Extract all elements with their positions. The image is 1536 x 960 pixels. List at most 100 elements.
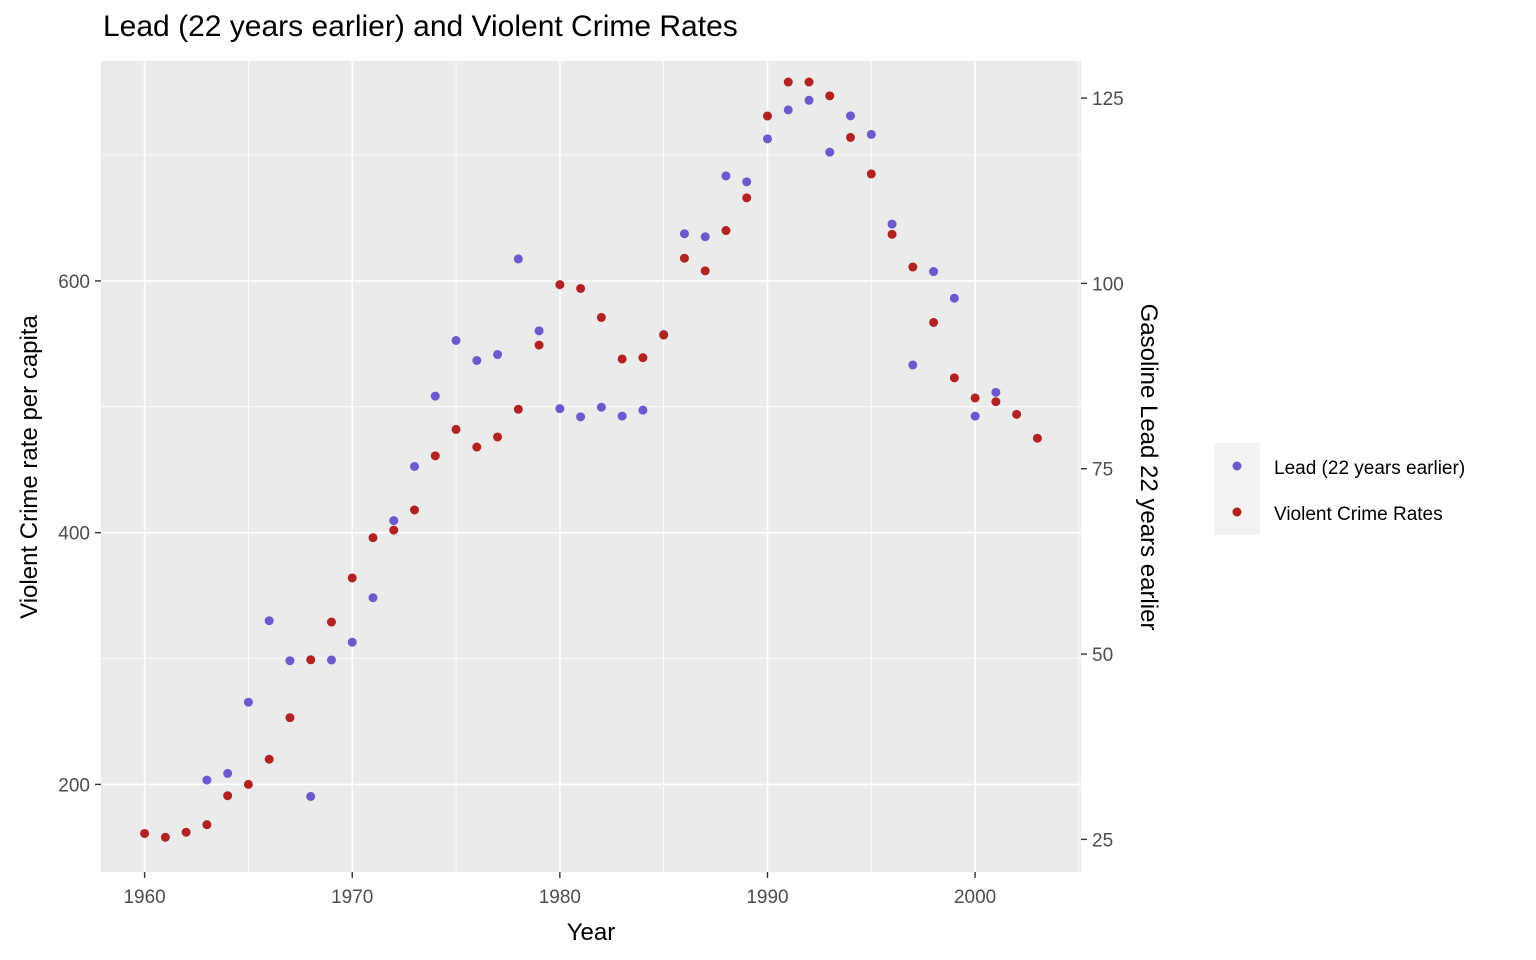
lead-point	[991, 387, 1001, 397]
tick-labels: 1960 1970 1980 1990 2000 200 400 600 25 50 75 100 12…	[58, 89, 1123, 908]
lead-point	[472, 355, 482, 365]
violent-crime-point	[929, 317, 939, 327]
violent-crime-point	[617, 354, 627, 364]
lead-point	[887, 219, 897, 229]
violent-crime-point	[887, 229, 897, 239]
x-tick-label: 1990	[746, 887, 788, 908]
violent-crime-point	[825, 91, 835, 101]
lead-point	[825, 147, 835, 157]
violent-crime-point	[866, 169, 876, 179]
lead-point	[285, 656, 295, 666]
violent-crime-point	[223, 791, 233, 801]
grid-major	[101, 61, 1081, 872]
y2-axis-title: Gasoline Lead 22 years earlier	[1135, 304, 1162, 631]
lead-point	[866, 129, 876, 139]
violent-crime-point	[762, 111, 772, 121]
lead-point	[949, 293, 959, 303]
violent-crime-point	[472, 442, 482, 452]
lead-point	[576, 412, 586, 422]
y-axis-title: Violent Crime rate per capita	[16, 314, 43, 618]
lead-point	[223, 768, 233, 778]
lead-point	[783, 105, 793, 115]
violent-crime-point	[596, 312, 606, 322]
violent-crime-point	[202, 820, 212, 830]
legend-key-lead	[1232, 461, 1242, 471]
plot-panel	[101, 61, 1081, 872]
lead-point	[617, 411, 627, 421]
lead-point	[804, 95, 814, 105]
lead-point	[347, 637, 357, 647]
x-tick-label: 2000	[954, 887, 996, 908]
y2-tick-label: 75	[1092, 460, 1113, 481]
violent-crime-point	[846, 132, 856, 142]
y2-tick-label: 50	[1092, 645, 1113, 666]
lead-point	[638, 405, 648, 415]
violent-crime-point	[410, 505, 420, 515]
violent-crime-point	[347, 573, 357, 583]
violent-crime-point	[742, 193, 752, 203]
violent-crime-point	[493, 432, 503, 442]
lead-point	[970, 411, 980, 421]
lead-point	[430, 391, 440, 401]
lead-point	[306, 791, 316, 801]
legend: Lead (22 years earlier) Violent Crime Ra…	[1214, 443, 1465, 535]
lead-point	[846, 111, 856, 121]
lead-point	[451, 335, 461, 345]
violent-crime-point	[451, 424, 461, 434]
y2-tick-label: 125	[1092, 89, 1124, 110]
violent-crime-point	[534, 340, 544, 350]
lead-point	[202, 775, 212, 785]
violent-crime-point	[264, 754, 274, 764]
lead-point	[493, 350, 503, 360]
violent-crime-point	[555, 280, 565, 290]
violent-crime-point	[430, 451, 440, 461]
lead-point	[264, 616, 274, 626]
violent-crime-point	[804, 77, 814, 87]
lead-point	[679, 229, 689, 239]
data-points	[140, 77, 1042, 842]
lead-point	[243, 697, 253, 707]
x-axis-title: Year	[567, 919, 616, 946]
violent-crime-point	[576, 283, 586, 293]
y-tick-label: 600	[58, 272, 90, 293]
lead-point	[908, 360, 918, 370]
violent-crime-point	[140, 828, 150, 838]
violent-crime-point	[970, 393, 980, 403]
violent-crime-point	[783, 77, 793, 87]
lead-point	[762, 134, 772, 144]
violent-crime-point	[243, 779, 253, 789]
lead-point	[326, 655, 336, 665]
lead-point	[929, 267, 939, 277]
lead-point	[513, 254, 523, 264]
grid-minor	[101, 61, 1081, 872]
violent-crime-point	[326, 617, 336, 627]
legend-label-violent-crime: Violent Crime Rates	[1274, 504, 1443, 525]
violent-crime-point	[285, 713, 295, 723]
violent-crime-point	[160, 832, 170, 842]
violent-crime-point	[1032, 433, 1042, 443]
violent-crime-point	[949, 373, 959, 383]
lead-point	[389, 516, 399, 526]
violent-crime-point	[1012, 409, 1022, 419]
legend-label-lead: Lead (22 years earlier)	[1274, 458, 1465, 479]
lead-point	[534, 326, 544, 336]
y2-tick-label: 25	[1092, 830, 1113, 851]
lead-point	[700, 232, 710, 242]
y-tick-label: 200	[58, 775, 90, 796]
violent-crime-point	[306, 655, 316, 665]
violent-crime-point	[659, 330, 669, 340]
lead-point	[555, 404, 565, 414]
axis-ticks	[95, 97, 1087, 878]
violent-crime-point	[721, 226, 731, 236]
violent-crime-point	[638, 353, 648, 363]
legend-key-background	[1214, 443, 1260, 535]
x-tick-label: 1970	[331, 887, 373, 908]
violent-crime-point	[513, 404, 523, 414]
lead-point	[368, 593, 378, 603]
x-tick-label: 1960	[123, 887, 165, 908]
violent-crime-point	[679, 253, 689, 263]
violent-crime-point	[368, 533, 378, 543]
y-tick-label: 400	[58, 524, 90, 545]
x-tick-label: 1980	[539, 887, 581, 908]
